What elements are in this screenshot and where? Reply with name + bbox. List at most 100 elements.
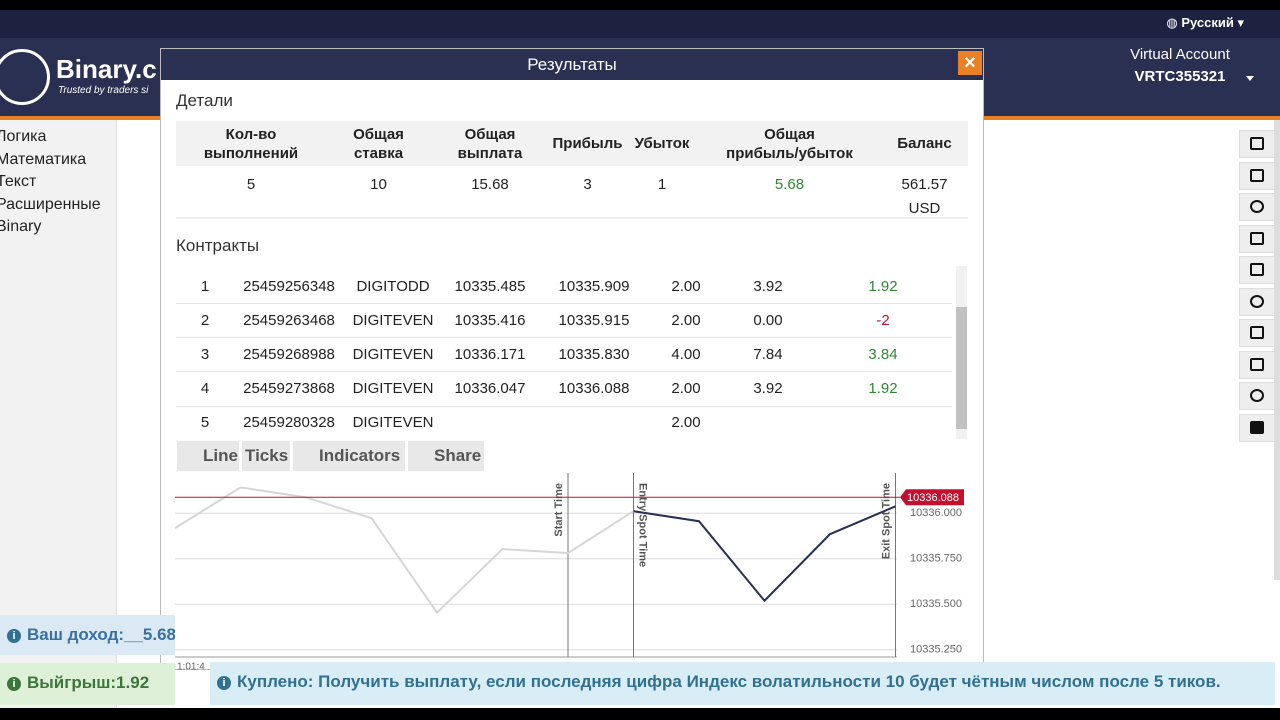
tool-icon xyxy=(1250,357,1264,371)
contract-cell: 2.00 xyxy=(671,380,701,398)
summary-header-cell: Общая выплата xyxy=(457,125,523,162)
contract-cell: 5 xyxy=(200,414,210,432)
contract-row: 2 25459263468 DIGITEVEN 10335.416 10335.915 2… xyxy=(176,303,952,339)
summary-values: 5 10 15.68 3 1 5.68 561.57 USD xyxy=(176,166,968,219)
tool-button[interactable] xyxy=(1239,413,1275,442)
chart-toolbar-label[interactable]: Line xyxy=(203,446,238,465)
summary-header: Кол-во выполнений Общая ставка Общая выпла… xyxy=(176,121,968,166)
account-id[interactable]: VRTC355321 xyxy=(1134,68,1226,85)
contract-cell: 10336.088 xyxy=(558,380,630,398)
summary-cell: 10 xyxy=(370,176,387,193)
account-label[interactable]: Virtual Account xyxy=(1130,46,1230,63)
contract-cell: 3.92 xyxy=(753,380,783,398)
contract-cell: -2 xyxy=(876,311,890,329)
summary-cell: 1 xyxy=(657,176,667,193)
tool-button[interactable] xyxy=(1239,287,1275,316)
tool-button[interactable] xyxy=(1239,224,1275,253)
contract-cell: 2.00 xyxy=(671,311,701,329)
icon: i xyxy=(7,629,21,643)
account-caret[interactable] xyxy=(1246,76,1254,81)
logo-icon xyxy=(0,49,50,105)
summary-header-cell: Общая прибыль/убыток xyxy=(726,125,853,162)
income-notification: i Ваш доход:__5.68 xyxy=(0,615,175,655)
contract-cell: 2 xyxy=(200,311,210,329)
tagline: Trusted by traders si xyxy=(58,85,149,96)
chart-toolbar-label[interactable]: Share xyxy=(434,446,482,465)
tool-button[interactable] xyxy=(1239,382,1275,410)
tool-button[interactable] xyxy=(1239,350,1275,379)
contract-cell: 10335.485 xyxy=(454,277,526,295)
contract-cell: 2.00 xyxy=(671,414,701,432)
summary-header-cell: Убыток xyxy=(634,135,690,152)
icon: i xyxy=(217,676,231,690)
right-scrollbar xyxy=(1274,120,1280,580)
purchase-notification: i Куплено: Получить выплату, если последн… xyxy=(210,662,1275,705)
income-text: Ваш доход:__5.68 xyxy=(27,625,175,644)
summary-header-cell: Общая ставка xyxy=(353,125,404,162)
tool-button[interactable] xyxy=(1239,319,1275,347)
close-button[interactable]: × xyxy=(958,51,982,75)
contract-cell: 1.92 xyxy=(868,277,898,295)
chart-toolbar-label[interactable]: Ticks xyxy=(245,446,289,465)
summary-header-cell: Прибыль xyxy=(552,135,623,152)
tool-button[interactable] xyxy=(1239,256,1275,284)
language[interactable]: Русский xyxy=(1181,15,1234,30)
contract-cell: 3.84 xyxy=(868,345,898,363)
tool-icon xyxy=(1250,389,1264,402)
summary-cell: 5.68 xyxy=(774,176,805,193)
summary-header-cell: Кол-во выполнений xyxy=(203,125,299,162)
tool-icon xyxy=(1250,294,1264,308)
contract-cell: 4.00 xyxy=(671,345,701,363)
logo[interactable]: Binary.c xyxy=(56,54,157,84)
contract-cell: 0.00 xyxy=(753,311,783,329)
tool-icon xyxy=(1250,263,1264,276)
chart-toolbar-button[interactable]: Indicators xyxy=(293,441,405,471)
contract-cell: 25459263468 xyxy=(243,311,335,329)
chart-toolbar-button[interactable]: Line xyxy=(177,441,239,471)
contract-cell: 4 xyxy=(200,380,210,398)
contract-cell: 3 xyxy=(200,345,210,363)
language-selector[interactable]: ◍ Русский ▾ xyxy=(1166,15,1244,30)
tool-icon xyxy=(1250,326,1264,339)
contract-cell: 3.92 xyxy=(753,277,783,295)
sidebar-item[interactable]: Текст xyxy=(0,173,37,190)
sidebar-item[interactable]: Расширенные xyxy=(0,195,101,213)
sidebar-item[interactable]: Binary xyxy=(0,218,42,235)
sidebar-item[interactable]: Логика xyxy=(0,128,47,145)
scrollbar-thumb[interactable] xyxy=(956,307,967,429)
chart-toolbar-button[interactable]: Share xyxy=(408,441,484,471)
contract-cell: DIGITEVEN xyxy=(352,311,434,329)
win-notification: i Выйгрыш:1.92 xyxy=(0,663,175,705)
sidebar-item[interactable]: Математика xyxy=(0,150,87,168)
contract-cell: DIGITEVEN xyxy=(352,380,434,398)
bottom-edge xyxy=(0,708,1280,720)
tool-button[interactable] xyxy=(1239,193,1275,221)
top-bar: ◍ Русский ▾ xyxy=(0,10,1280,38)
contract-cell: 10335.915 xyxy=(558,311,630,329)
tool-icon xyxy=(1250,420,1264,434)
tool-button[interactable] xyxy=(1239,161,1275,190)
icon: i xyxy=(7,677,21,691)
contract-cell: 25459280328 xyxy=(243,414,335,432)
tool-button[interactable] xyxy=(1239,130,1275,158)
chart-toolbar-label[interactable]: Indicators xyxy=(319,446,401,465)
contract-cell: 25459268988 xyxy=(243,345,335,363)
contract-row: 5 25459280328 DIGITEVEN 2.00 xyxy=(176,406,952,438)
contract-row: 4 25459273868 DIGITEVEN 10336.047 10336.088 2… xyxy=(176,372,952,407)
tool-icon xyxy=(1250,231,1264,245)
summary-cell: 5 xyxy=(246,176,256,193)
summary-cell: 15.68 xyxy=(471,176,509,193)
chart-toolbar-button[interactable]: Ticks xyxy=(242,441,290,471)
contract-cell: 10335.830 xyxy=(558,345,630,363)
tool-icon xyxy=(1250,200,1264,213)
summary-header-cell: Баланс xyxy=(897,135,952,152)
contract-cell: 10336.047 xyxy=(454,380,526,398)
summary-cell: 561.57 USD xyxy=(901,176,948,217)
purchase-text: Куплено: Получить выплату, если последня… xyxy=(237,672,1221,691)
results-dialog: Результаты × Детали Кол-во выполнений Общ… xyxy=(160,48,984,670)
contract-cell: 10336.171 xyxy=(454,345,526,363)
contracts-table: 1 25459256348 DIGITODD 10335.485 10335.909 2.… xyxy=(176,266,956,438)
details-heading: Детали xyxy=(176,91,233,110)
contract-cell: DIGITODD xyxy=(356,277,430,295)
